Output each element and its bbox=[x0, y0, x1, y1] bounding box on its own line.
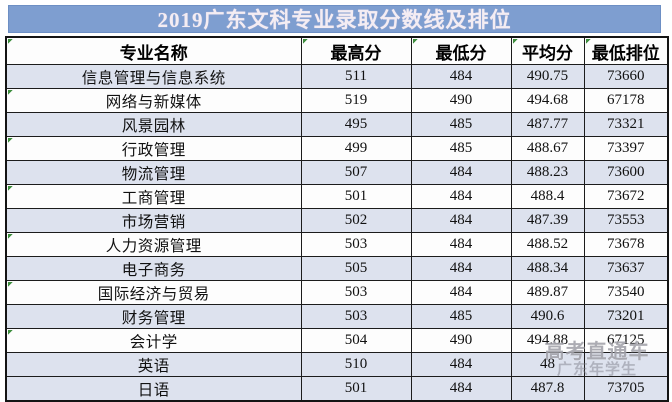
cell-major-name: 电子商务 bbox=[5, 256, 302, 281]
column-header-major-name: 专业名称 bbox=[5, 36, 302, 65]
cell-min-score: 490 bbox=[410, 88, 512, 113]
cell-min-rank: 73540 bbox=[583, 280, 669, 305]
cell-min-score: 484 bbox=[410, 280, 512, 305]
cell-avg-score: 487.8 bbox=[510, 376, 585, 402]
cell-major-name: 信息管理与信息系统 bbox=[5, 64, 302, 89]
cell-min-score: 485 bbox=[410, 112, 512, 137]
cell-avg-score: 490.6 bbox=[510, 304, 585, 329]
cell-min-rank: 73637 bbox=[583, 256, 669, 281]
table-row: 日语 501 484 487.8 73705 bbox=[5, 376, 669, 402]
cell-min-score: 484 bbox=[410, 208, 512, 233]
column-header-max-score: 最高分 bbox=[300, 36, 412, 65]
cell-avg-score: 487.77 bbox=[510, 112, 585, 137]
cell-min-rank: 73672 bbox=[583, 184, 669, 209]
cell-max-score: 511 bbox=[300, 64, 412, 89]
cell-avg-score: 488.52 bbox=[510, 232, 585, 257]
cell-avg-score: 488.67 bbox=[510, 136, 585, 161]
cell-max-score: 505 bbox=[300, 256, 412, 281]
cell-major-name: 行政管理 bbox=[5, 136, 302, 161]
cell-min-rank: 73705 bbox=[583, 376, 669, 402]
table-row: 英语 510 484 48 bbox=[5, 352, 669, 377]
cell-min-score: 484 bbox=[410, 352, 512, 377]
table-row: 人力资源管理 503 484 488.52 73678 bbox=[5, 232, 669, 257]
table-row: 市场营销 502 484 487.39 73553 bbox=[5, 208, 669, 233]
cell-max-score: 507 bbox=[300, 160, 412, 185]
cell-major-name: 英语 bbox=[5, 352, 302, 377]
cell-major-name: 网络与新媒体 bbox=[5, 88, 302, 113]
table-row: 物流管理 507 484 488.23 73600 bbox=[5, 160, 669, 185]
table-row: 信息管理与信息系统 511 484 490.75 73660 bbox=[5, 64, 669, 89]
cell-avg-score: 488.23 bbox=[510, 160, 585, 185]
table-row: 电子商务 505 484 488.34 73637 bbox=[5, 256, 669, 281]
cell-min-rank: 67125 bbox=[583, 328, 669, 353]
header-row: 专业名称 最高分 最低分 平均分 最低排位 bbox=[5, 36, 669, 65]
cell-min-rank: 73600 bbox=[583, 160, 669, 185]
cell-max-score: 501 bbox=[300, 184, 412, 209]
table-row: 国际经济与贸易 503 484 489.87 73540 bbox=[5, 280, 669, 305]
column-header-min-score: 最低分 bbox=[410, 36, 512, 65]
cell-max-score: 501 bbox=[300, 376, 412, 402]
cell-major-name: 市场营销 bbox=[5, 208, 302, 233]
cell-max-score: 503 bbox=[300, 232, 412, 257]
column-header-avg-score: 平均分 bbox=[510, 36, 585, 65]
cell-major-name: 财务管理 bbox=[5, 304, 302, 329]
table-row: 风景园林 495 485 487.77 73321 bbox=[5, 112, 669, 137]
cell-avg-score: 488.4 bbox=[510, 184, 585, 209]
cell-max-score: 504 bbox=[300, 328, 412, 353]
cell-min-score: 485 bbox=[410, 136, 512, 161]
cell-avg-score: 494.88 bbox=[510, 328, 585, 353]
cell-min-rank: 73397 bbox=[583, 136, 669, 161]
cell-min-rank: 73660 bbox=[583, 64, 669, 89]
table-row: 财务管理 503 485 490.6 73201 bbox=[5, 304, 669, 329]
cell-min-score: 484 bbox=[410, 64, 512, 89]
cell-min-rank: 73678 bbox=[583, 232, 669, 257]
cell-major-name: 工商管理 bbox=[5, 184, 302, 209]
cell-major-name: 风景园林 bbox=[5, 112, 302, 137]
cell-min-score: 490 bbox=[410, 328, 512, 353]
scores-table: 专业名称 最高分 最低分 平均分 最低排位 信息管理与信息系统 511 484 … bbox=[5, 36, 669, 402]
cell-avg-score: 487.39 bbox=[510, 208, 585, 233]
table-row: 网络与新媒体 519 490 494.68 67178 bbox=[5, 88, 669, 113]
page-title: 2019广东文科专业录取分数线及排位 bbox=[157, 8, 512, 32]
table-row: 工商管理 501 484 488.4 73672 bbox=[5, 184, 669, 209]
column-header-min-rank: 最低排位 bbox=[583, 36, 669, 65]
cell-min-score: 484 bbox=[410, 232, 512, 257]
table-row: 会计学 504 490 494.88 67125 bbox=[5, 328, 669, 353]
table-row: 行政管理 499 485 488.67 73397 bbox=[5, 136, 669, 161]
cell-max-score: 519 bbox=[300, 88, 412, 113]
cell-major-name: 国际经济与贸易 bbox=[5, 280, 302, 305]
cell-min-rank bbox=[583, 352, 669, 377]
cell-min-score: 484 bbox=[410, 184, 512, 209]
cell-min-rank: 73553 bbox=[583, 208, 669, 233]
title-bar: 2019广东文科专业录取分数线及排位 bbox=[8, 5, 661, 33]
cell-major-name: 物流管理 bbox=[5, 160, 302, 185]
cell-max-score: 503 bbox=[300, 280, 412, 305]
cell-min-rank: 73201 bbox=[583, 304, 669, 329]
table-body: 信息管理与信息系统 511 484 490.75 73660 网络与新媒体 51… bbox=[5, 64, 669, 402]
cell-major-name: 人力资源管理 bbox=[5, 232, 302, 257]
cell-major-name: 日语 bbox=[5, 376, 302, 402]
cell-avg-score: 489.87 bbox=[510, 280, 585, 305]
cell-avg-score: 48 bbox=[510, 352, 585, 377]
cell-major-name: 会计学 bbox=[5, 328, 302, 353]
cell-max-score: 503 bbox=[300, 304, 412, 329]
cell-avg-score: 490.75 bbox=[510, 64, 585, 89]
cell-min-rank: 67178 bbox=[583, 88, 669, 113]
cell-avg-score: 488.34 bbox=[510, 256, 585, 281]
cell-max-score: 495 bbox=[300, 112, 412, 137]
cell-max-score: 510 bbox=[300, 352, 412, 377]
cell-min-score: 484 bbox=[410, 256, 512, 281]
cell-avg-score: 494.68 bbox=[510, 88, 585, 113]
cell-max-score: 502 bbox=[300, 208, 412, 233]
cell-min-score: 484 bbox=[410, 376, 512, 402]
cell-min-score: 484 bbox=[410, 160, 512, 185]
cell-max-score: 499 bbox=[300, 136, 412, 161]
cell-min-rank: 73321 bbox=[583, 112, 669, 137]
table-header: 专业名称 最高分 最低分 平均分 最低排位 bbox=[5, 36, 669, 65]
cell-min-score: 485 bbox=[410, 304, 512, 329]
